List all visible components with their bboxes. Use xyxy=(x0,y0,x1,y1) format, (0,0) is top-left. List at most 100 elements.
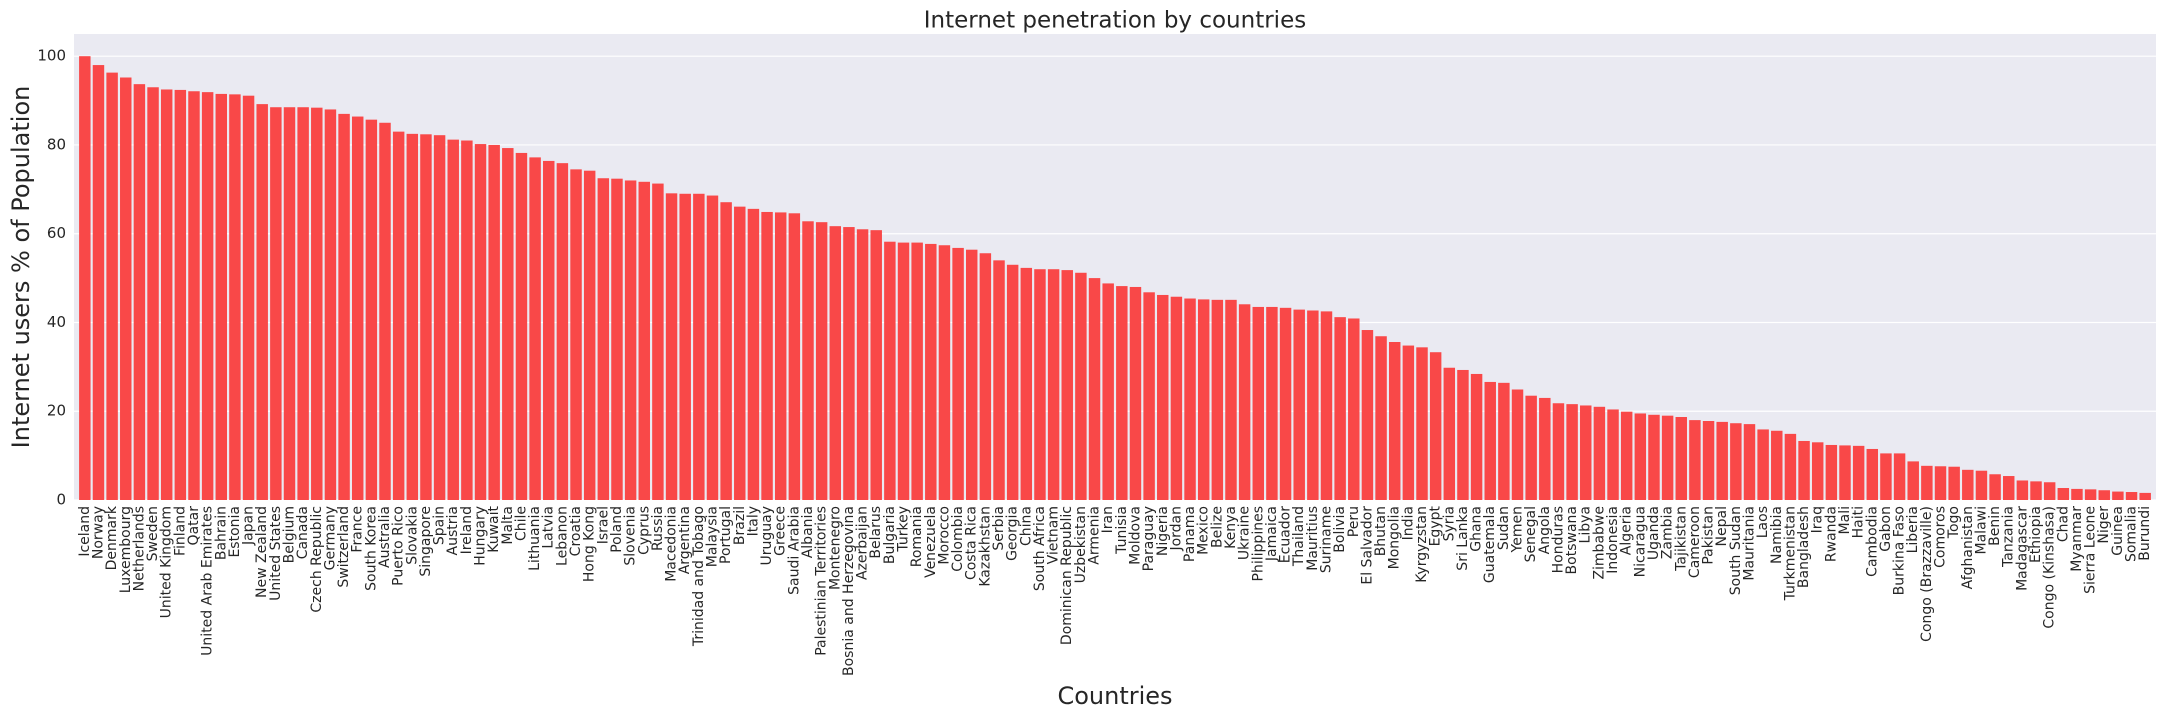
x-tick-label: Egypt xyxy=(1428,506,1444,547)
bar xyxy=(1539,397,1551,500)
bar xyxy=(1852,445,1865,500)
bar xyxy=(420,134,432,500)
x-tick-label: Jordan xyxy=(1168,506,1184,552)
bar xyxy=(1921,465,1933,500)
x-tick-label: Sri Lanka xyxy=(1455,506,1471,571)
x-tick-label: Kyrgyzstan xyxy=(1414,506,1430,583)
bar xyxy=(1348,318,1360,500)
bar xyxy=(925,243,937,500)
x-tick-label: Brazil xyxy=(732,506,748,545)
bar xyxy=(1880,453,1892,500)
bar xyxy=(679,193,691,500)
x-tick-label: Afghanistan xyxy=(1960,506,1976,589)
bar xyxy=(242,95,255,501)
x-tick-label: Finland xyxy=(172,506,188,556)
bar xyxy=(1498,382,1510,500)
bar xyxy=(1484,381,1496,500)
x-tick-label: Cyprus xyxy=(636,506,652,555)
bar xyxy=(2071,488,2083,500)
x-tick-label: Italy xyxy=(745,506,761,536)
bar xyxy=(1866,448,1879,500)
x-tick-label: Benin xyxy=(1987,506,2003,546)
bar xyxy=(1948,466,1960,500)
x-tick-label: Slovakia xyxy=(404,506,420,565)
bar xyxy=(2112,491,2124,500)
bar xyxy=(133,84,146,500)
x-tick-label: United States xyxy=(268,506,284,601)
x-tick-label: Palestinian Territories xyxy=(814,506,830,656)
bar xyxy=(597,178,610,500)
bar xyxy=(693,193,705,500)
bar xyxy=(1757,429,1769,500)
bar xyxy=(870,230,882,500)
x-tick-label: Panama xyxy=(1182,506,1198,562)
bar xyxy=(1962,469,1974,500)
x-tick-label: Bulgaria xyxy=(882,506,898,564)
x-tick-label: Poland xyxy=(609,506,625,553)
x-tick-label: Algeria xyxy=(1619,506,1635,555)
bar xyxy=(1525,395,1537,500)
x-tick-label: Venezuela xyxy=(923,506,939,578)
bar xyxy=(734,206,746,500)
x-tick-label: Israel xyxy=(595,506,611,544)
bar xyxy=(1716,421,1728,500)
x-tick-label: Colombia xyxy=(950,506,966,572)
bar xyxy=(1102,283,1114,500)
x-tick-label: Lithuania xyxy=(527,506,543,571)
bar xyxy=(952,247,964,500)
x-tick-label: Libya xyxy=(1578,506,1594,543)
x-tick-label: Myanmar xyxy=(2069,506,2085,572)
x-tick-label: Belarus xyxy=(868,506,884,559)
bar xyxy=(911,242,923,501)
bar xyxy=(1225,299,1237,500)
x-tick-label: New Zealand xyxy=(254,506,270,598)
x-tick-label: Mali xyxy=(1837,506,1853,534)
bar xyxy=(1743,424,1756,500)
x-tick-label: Cambodia xyxy=(1864,506,1880,577)
bar xyxy=(1730,423,1742,500)
x-tick-label: Greece xyxy=(773,506,789,556)
x-tick-label: Comoros xyxy=(1933,506,1949,568)
bar xyxy=(2098,490,2110,500)
x-tick-label: Burkina Faso xyxy=(1892,506,1908,595)
x-tick-label: Kuwait xyxy=(486,505,502,552)
x-tick-label: Costa Rica xyxy=(964,506,980,580)
bar xyxy=(624,180,637,500)
bar xyxy=(1143,292,1155,500)
bar xyxy=(1893,453,1906,500)
bar xyxy=(174,89,187,501)
bar xyxy=(706,195,719,500)
x-tick-label: Laos xyxy=(1755,506,1771,538)
bar xyxy=(338,113,350,500)
x-tick-label: Belize xyxy=(1209,506,1225,548)
bar xyxy=(147,87,159,500)
y-tick-label: 20 xyxy=(47,402,66,420)
bar xyxy=(488,144,500,500)
bar xyxy=(1416,347,1428,500)
x-tick-label: Peru xyxy=(1346,506,1362,537)
bar xyxy=(993,260,1005,500)
x-tick-label: Uganda xyxy=(1646,506,1662,560)
x-axis-label: Countries xyxy=(1057,682,1172,710)
bar xyxy=(1798,440,1810,500)
bar xyxy=(2125,492,2138,500)
bar xyxy=(665,193,678,500)
x-tick-label: Belgium xyxy=(281,506,297,563)
x-tick-label: Lebanon xyxy=(554,506,570,566)
bar xyxy=(1989,474,2001,500)
x-tick-label: Denmark xyxy=(104,505,120,570)
bar xyxy=(1034,269,1046,500)
x-tick-label: Croatia xyxy=(568,506,584,556)
x-tick-label: Thailand xyxy=(1291,506,1307,567)
x-tick-label: Morocco xyxy=(936,506,952,565)
bar xyxy=(747,208,760,500)
x-tick-label: Guinea xyxy=(2110,506,2126,556)
x-tick-label: Jamaica xyxy=(1264,506,1280,562)
bar xyxy=(2084,489,2097,500)
bar xyxy=(406,133,419,500)
x-tick-label: Mexico xyxy=(1196,506,1212,555)
x-tick-label: Haiti xyxy=(1851,506,1867,538)
x-tick-label: Tanzania xyxy=(2001,506,2017,568)
bar xyxy=(1293,309,1305,500)
